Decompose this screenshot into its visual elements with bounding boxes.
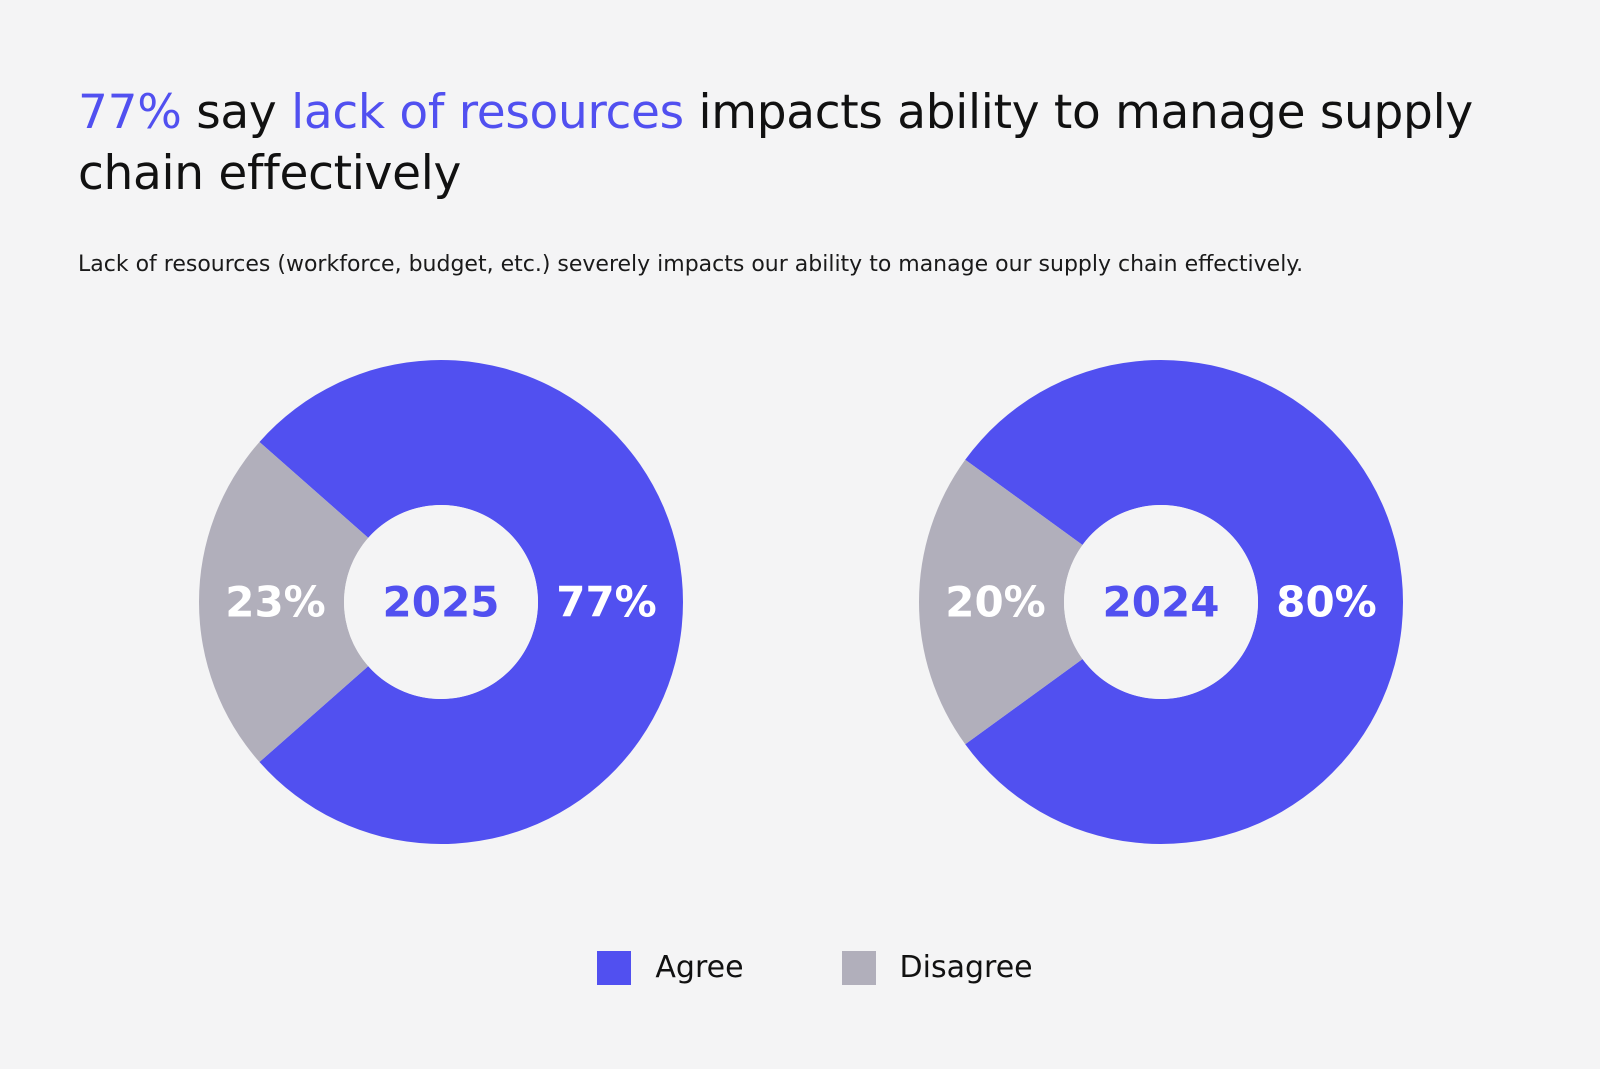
year-label-2025: 2025: [383, 578, 500, 627]
slice-agree-2024: [965, 360, 1404, 844]
year-label-2024: 2024: [1103, 578, 1220, 627]
legend: Agree Disagree: [0, 950, 1600, 985]
slice-disagree-2024: [919, 459, 1083, 745]
legend-swatch-disagree: [841, 950, 876, 985]
slice-label-disagree-2025: 23%: [225, 578, 326, 627]
headline-text-rest: impacts ability to manage supply chain e…: [78, 85, 1473, 201]
subtitle: Lack of resources (workforce, budget, et…: [78, 252, 1304, 277]
donut-chart-2024: 80% 20% 2024: [919, 360, 1404, 844]
legend-item-disagree: Disagree: [841, 950, 1033, 985]
headline-text-say: say: [181, 85, 292, 140]
slice-label-agree-2025: 77%: [556, 578, 657, 627]
slice-label-disagree-2024: 20%: [945, 578, 1046, 627]
legend-label-agree: Agree: [655, 950, 744, 985]
headline-stat: 77%: [78, 85, 182, 140]
headline-highlight: lack of resources: [291, 85, 684, 140]
slice-agree-2025: [259, 359, 683, 844]
donut-charts: 77% 23% 2025 80% 20% 2024: [198, 359, 1404, 844]
legend-item-agree: Agree: [597, 950, 744, 985]
slice-label-agree-2024: 80%: [1276, 578, 1377, 627]
headline: 77% say lack of resources impacts abilit…: [78, 82, 1478, 204]
slice-disagree-2025: [198, 441, 369, 763]
donut-hole-2025: [344, 505, 538, 699]
donut-chart-2025: 77% 23% 2025: [198, 359, 683, 844]
donut-hole-2024: [1064, 505, 1258, 699]
legend-label-disagree: Disagree: [899, 950, 1033, 985]
legend-swatch-agree: [597, 950, 632, 985]
